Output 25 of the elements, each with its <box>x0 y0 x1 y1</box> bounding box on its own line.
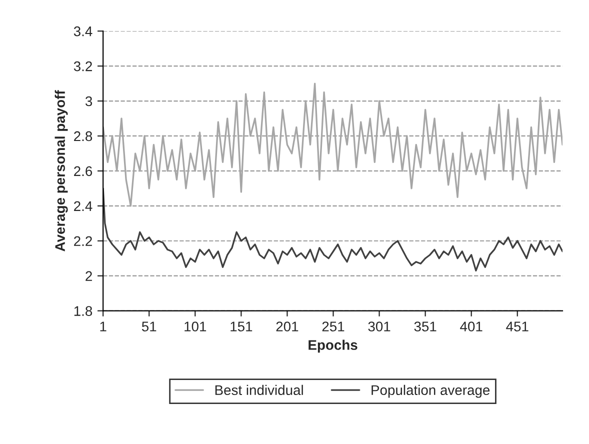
line-series <box>103 188 562 272</box>
x-axis-title: Epochs <box>308 340 358 353</box>
line-series <box>103 82 562 207</box>
x-tick-label: 301 <box>368 322 390 332</box>
x-tick-label: 101 <box>184 322 206 332</box>
x-tick-label: 201 <box>276 322 298 332</box>
y-tick-label: 2.2 <box>74 236 92 246</box>
x-tick-label: 151 <box>230 322 252 332</box>
y-tick-label: 2 <box>86 271 92 281</box>
x-tick-label: 401 <box>460 322 482 332</box>
y-tick-label: 3 <box>85 96 92 106</box>
legend-label: Population average <box>372 384 490 398</box>
y-tick-label: 2.8 <box>74 131 92 142</box>
y-tick-label: 2.6 <box>74 166 92 176</box>
x-tick-label: 451 <box>506 322 528 332</box>
y-tick-label: 1.8 <box>74 306 92 316</box>
x-tick-label: 1 <box>100 322 106 332</box>
x-tick-label: 51 <box>142 322 156 332</box>
legend-label: Best individual <box>215 384 303 396</box>
y-axis-title: Average personal payoff <box>54 90 68 252</box>
x-tick-label: 351 <box>414 322 436 332</box>
x-tick-label: 251 <box>322 322 344 332</box>
y-tick-label: 2.4 <box>74 201 92 211</box>
y-tick-label: 3.4 <box>74 26 92 36</box>
y-tick-label: 3.2 <box>74 61 92 72</box>
